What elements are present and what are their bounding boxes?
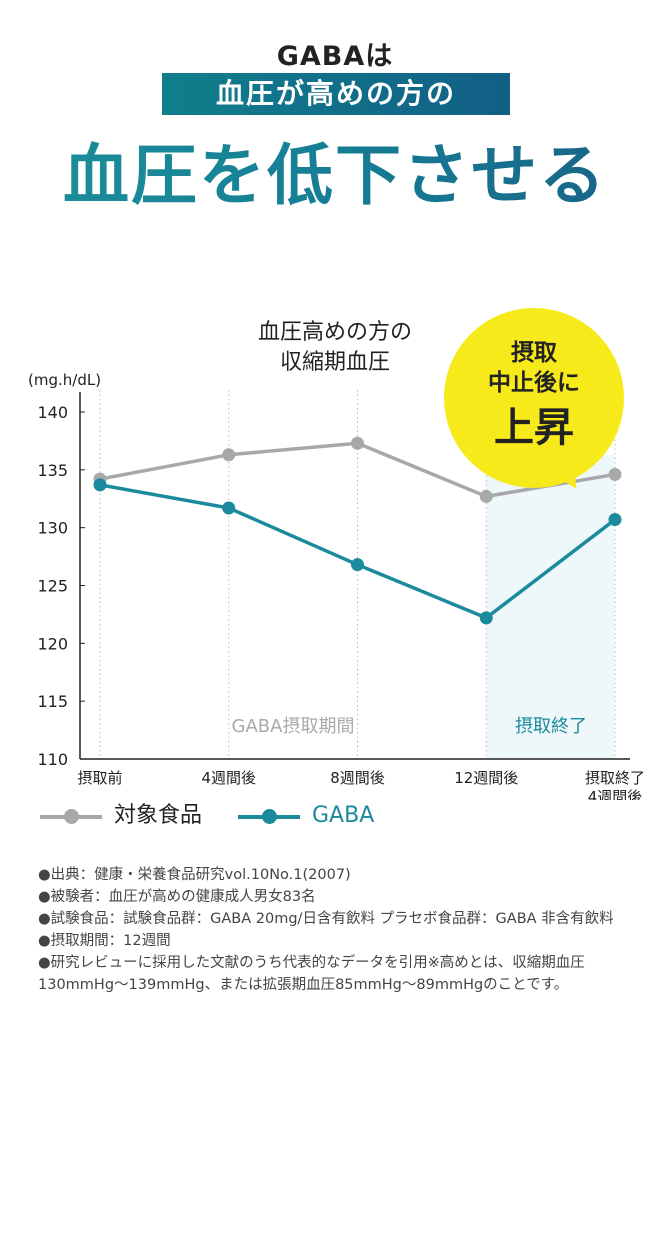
x-tick-label: 12週間後 xyxy=(454,769,518,787)
series-1-point-0 xyxy=(93,478,107,492)
footnote-subjects: ●被験者：血圧が高めの健康成人男女83名 xyxy=(38,889,316,905)
series-0-point-2 xyxy=(351,436,364,450)
y-tick-label: 125 xyxy=(37,577,68,596)
y-tick-label: 120 xyxy=(37,634,68,653)
y-tick-label: 115 xyxy=(37,692,68,711)
series-1-point-3 xyxy=(479,611,493,625)
intake-period-label: GABA摂取期間 xyxy=(232,716,355,737)
series-1-point-1 xyxy=(222,501,236,515)
legend-label-gaba: GABA xyxy=(312,803,375,828)
speech-bubble: 摂取 中止後に 上昇 xyxy=(444,308,624,488)
footnote-review: ●研究レビューに採用した文献のうち代表的なデータを引用※高めとは、収縮期血圧13… xyxy=(38,955,585,993)
eyebrow-text: GABAは xyxy=(276,41,394,72)
footnote-test-food: ●試験食品：試験食品群：GABA 20mg/日含有飲料 プラセボ食品群：GABA… xyxy=(38,911,614,927)
chart-title-line2: 収縮期血圧 xyxy=(279,350,390,375)
x-tick-label: 4週間後 xyxy=(201,769,256,787)
series-0-point-1 xyxy=(222,448,236,462)
ended-period-shade xyxy=(486,455,615,759)
legend-dot-control xyxy=(64,809,79,824)
series-0-point-3 xyxy=(479,489,493,503)
legend-label-control: 対象食品 xyxy=(114,803,203,828)
y-tick-label: 110 xyxy=(37,750,68,769)
ended-period-label: 摂取終了 xyxy=(515,716,587,737)
x-tick-label: 4週間後 xyxy=(588,788,643,800)
x-tick-label: 摂取終了 xyxy=(585,769,645,787)
footnote-period: ●摂取期間：12週間 xyxy=(38,933,171,949)
x-tick-label: 摂取前 xyxy=(77,769,122,787)
bubble-line3: 上昇 xyxy=(494,405,574,451)
main-headline: 血圧を低下させる xyxy=(0,128,670,224)
chart-title: 血圧高めの方の 収縮期血圧 xyxy=(225,318,445,378)
y-tick-label: 140 xyxy=(37,403,68,422)
y-tick-label: 135 xyxy=(37,461,68,480)
line-chart: 140 135 130 125 120 115 110 (mg.h/dL) 摂取前 4週間後 8週間… xyxy=(28,371,645,800)
headline-band: 血圧が高めの方の xyxy=(162,73,510,115)
footnotes: ●出典：健康・栄養食品研究vol.10No.1(2007) ●被験者：血圧が高め… xyxy=(38,864,634,996)
series-1-point-4 xyxy=(608,513,622,527)
x-tick-label: 8週間後 xyxy=(330,769,385,787)
legend-dot-gaba xyxy=(262,809,277,824)
footnote-source: ●出典：健康・栄養食品研究vol.10No.1(2007) xyxy=(38,867,351,883)
series-0-point-4 xyxy=(608,467,622,481)
y-axis-label: (mg.h/dL) xyxy=(28,371,101,389)
y-tick-label: 130 xyxy=(37,519,68,538)
chart-title-line1: 血圧高めの方の xyxy=(257,320,412,345)
bubble-line2: 中止後に xyxy=(488,370,580,396)
series-1-point-2 xyxy=(351,558,364,572)
bubble-line1: 摂取 xyxy=(511,340,557,366)
